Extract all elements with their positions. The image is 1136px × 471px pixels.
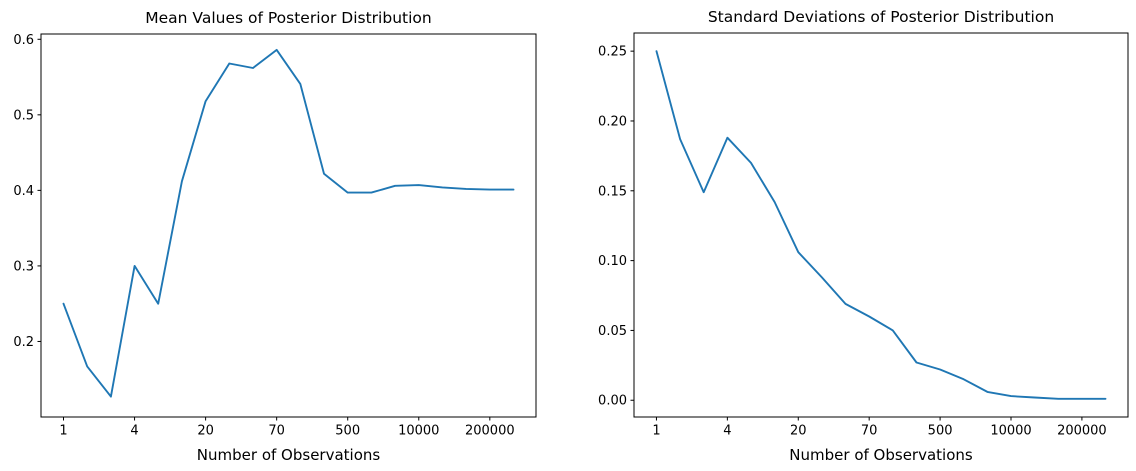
x-tick-label: 200000 [1057, 424, 1107, 439]
y-tick-label: 0.6 [13, 33, 34, 48]
plot-border [40, 33, 537, 418]
x-tick-label: 4 [723, 424, 731, 439]
x-tick-label: 500 [335, 424, 360, 439]
x-tick-label: 10000 [990, 424, 1031, 439]
chart-0: 0.2 0.3 0.4 0.5 0.6 1 4 20 70 500 10000 200000 Mean … [13, 9, 537, 464]
series-line [62, 48, 515, 398]
y-tick-label: 0.3 [13, 259, 34, 274]
plot-border [633, 32, 1129, 418]
chart-title: Standard Deviations of Posterior Distrib… [708, 8, 1054, 26]
series-line [655, 50, 1107, 400]
y-tick-label: 0.05 [598, 324, 627, 339]
x-tick-label: 70 [268, 424, 285, 439]
y-tick-label: 0.4 [13, 184, 34, 199]
chart-1: 0.00 0.05 0.10 0.15 0.20 0.25 1 4 20 70 500 10000 20… [598, 8, 1129, 464]
y-tick-label: 0.5 [13, 108, 34, 123]
x-tick-label: 20 [197, 424, 214, 439]
x-tick-label: 4 [130, 424, 138, 439]
x-tick-label: 1 [652, 424, 660, 439]
y-tick-label: 0.25 [598, 45, 627, 60]
x-axis-label: Number of Observations [197, 446, 381, 464]
x-tick-label: 20 [790, 424, 807, 439]
x-axis-label: Number of Observations [789, 446, 973, 464]
x-tick-label: 200000 [465, 424, 515, 439]
y-tick-label: 0.15 [598, 184, 627, 199]
x-tick-label: 1 [59, 424, 67, 439]
chart-title: Mean Values of Posterior Distribution [145, 9, 431, 27]
y-tick-label: 0.10 [598, 254, 627, 269]
y-tick-label: 0.20 [598, 114, 627, 129]
x-tick-label: 500 [928, 424, 953, 439]
y-tick-label: 0.2 [13, 335, 34, 350]
x-tick-label: 10000 [398, 424, 439, 439]
y-tick-label: 0.00 [598, 394, 627, 409]
x-tick-label: 70 [861, 424, 878, 439]
